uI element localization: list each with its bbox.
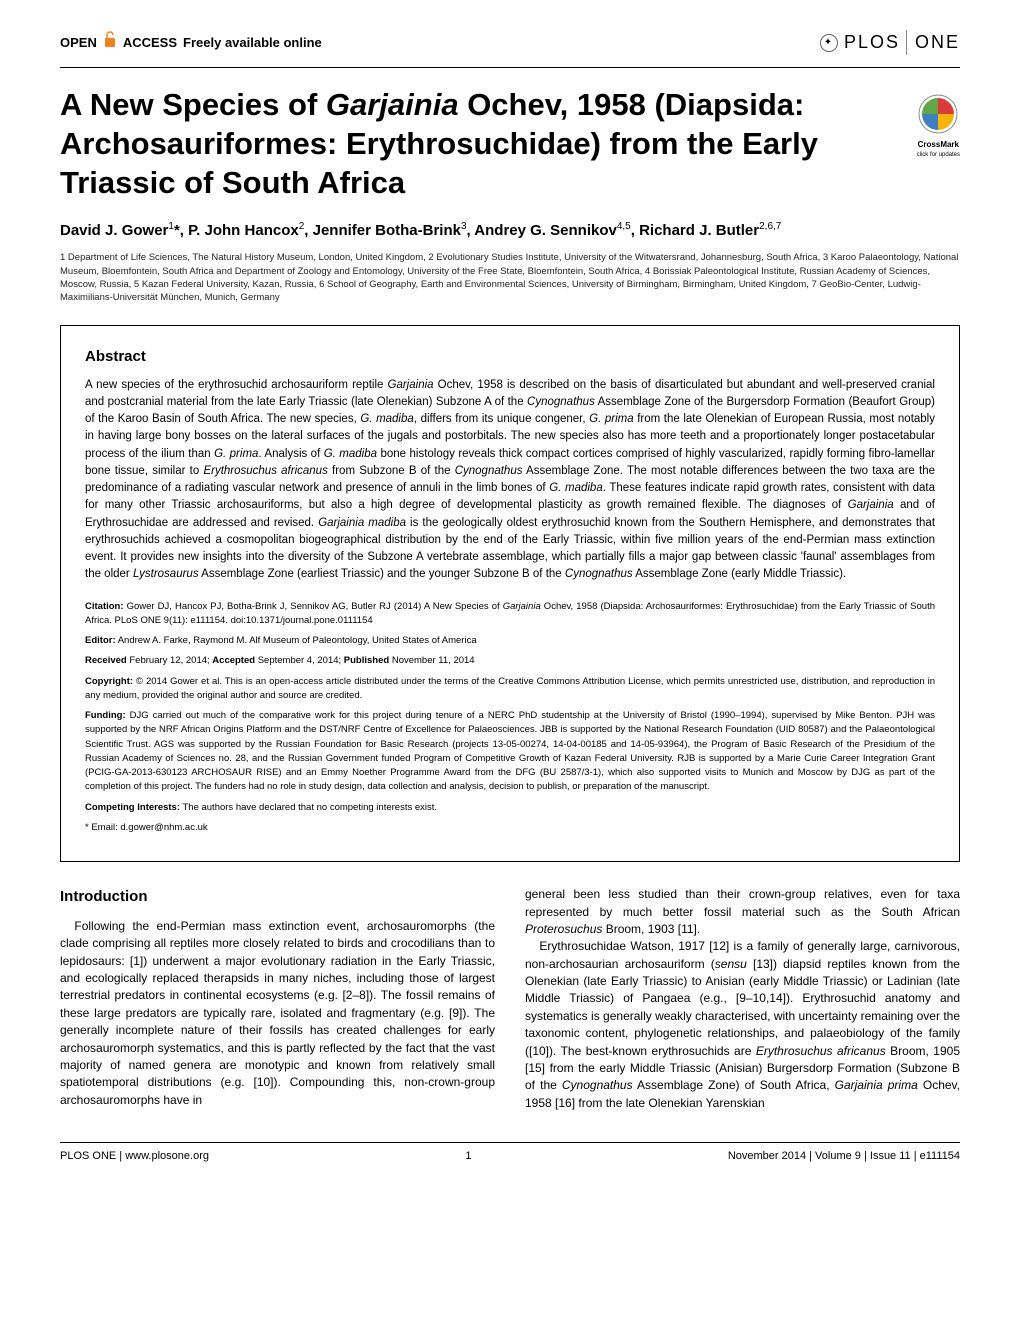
published-date: November 11, 2014: [389, 655, 474, 666]
open-access-badge: OPEN ACCESS Freely available online: [60, 31, 322, 54]
open-lock-icon: [103, 31, 117, 54]
published-label: Published: [344, 655, 389, 666]
plos-circle-icon: ✦: [820, 34, 838, 52]
crossmark-badge[interactable]: CrossMark click for updates: [917, 94, 960, 159]
open-access-tagline: Freely available online: [183, 34, 322, 52]
copyright-block: Copyright: © 2014 Gower et al. This is a…: [85, 675, 935, 704]
crossmark-icon: [918, 94, 958, 134]
bottom-rule: [60, 1142, 960, 1143]
competing-label: Competing Interests:: [85, 802, 180, 813]
affiliations: 1 Department of Life Sciences, The Natur…: [60, 251, 960, 304]
editor-block: Editor: Andrew A. Farke, Raymond M. Alf …: [85, 634, 935, 648]
body-columns: Introduction Following the end-Permian m…: [60, 886, 960, 1112]
dates-block: Received February 12, 2014; Accepted Sep…: [85, 654, 935, 668]
title-row: A New Species of Garjainia Ochev, 1958 (…: [60, 86, 960, 202]
article-title: A New Species of Garjainia Ochev, 1958 (…: [60, 86, 897, 202]
abstract-box: Abstract A new species of the erythrosuc…: [60, 325, 960, 863]
competing-text: The authors have declared that no compet…: [180, 802, 437, 813]
email-block: * Email: d.gower@nhm.ac.uk: [85, 821, 935, 835]
copyright-label: Copyright:: [85, 676, 133, 687]
intro-para-2: Erythrosuchidae Watson, 1917 [12] is a f…: [525, 938, 960, 1112]
one-text: ONE: [906, 30, 960, 55]
editor-label: Editor:: [85, 635, 116, 646]
email-address: d.gower@nhm.ac.uk: [120, 822, 207, 833]
column-right: general been less studied than their cro…: [525, 886, 960, 1112]
plos-text: PLOS: [844, 30, 900, 55]
accepted-label: Accepted: [212, 655, 255, 666]
funding-text: DJG carried out much of the comparative …: [85, 710, 935, 792]
open-access-open: OPEN: [60, 34, 97, 52]
funding-block: Funding: DJG carried out much of the com…: [85, 709, 935, 795]
intro-para-1: Following the end-Permian mass extinctio…: [60, 918, 495, 1109]
footer-page-number: 1: [209, 1149, 728, 1164]
footer-row: PLOS ONE | www.plosone.org 1 November 20…: [60, 1149, 960, 1164]
header-row: OPEN ACCESS Freely available online ✦ PL…: [60, 30, 960, 55]
crossmark-sublabel: click for updates: [917, 151, 960, 159]
footer-right: November 2014 | Volume 9 | Issue 11 | e1…: [728, 1149, 960, 1164]
editor-text: Andrew A. Farke, Raymond M. Alf Museum o…: [116, 635, 477, 646]
copyright-text: © 2014 Gower et al. This is an open-acce…: [85, 676, 935, 701]
introduction-heading: Introduction: [60, 886, 495, 908]
competing-block: Competing Interests: The authors have de…: [85, 801, 935, 815]
abstract-text: A new species of the erythrosuchid archo…: [85, 377, 935, 584]
column-left: Introduction Following the end-Permian m…: [60, 886, 495, 1112]
plos-one-logo: ✦ PLOS ONE: [820, 30, 960, 55]
footer-left: PLOS ONE | www.plosone.org: [60, 1149, 209, 1164]
top-rule: [60, 67, 960, 68]
open-access-access: ACCESS: [123, 34, 177, 52]
abstract-heading: Abstract: [85, 346, 935, 367]
intro-para-1-cont: general been less studied than their cro…: [525, 886, 960, 938]
author-list: David J. Gower1*, P. John Hancox2, Jenni…: [60, 220, 960, 241]
citation-block: Citation: Gower DJ, Hancox PJ, Botha-Bri…: [85, 600, 935, 629]
received-label: Received: [85, 655, 127, 666]
accepted-date: September 4, 2014;: [255, 655, 344, 666]
funding-label: Funding:: [85, 710, 126, 721]
received-date: February 12, 2014;: [127, 655, 213, 666]
email-prefix: * Email:: [85, 822, 120, 833]
crossmark-label: CrossMark: [917, 139, 960, 150]
